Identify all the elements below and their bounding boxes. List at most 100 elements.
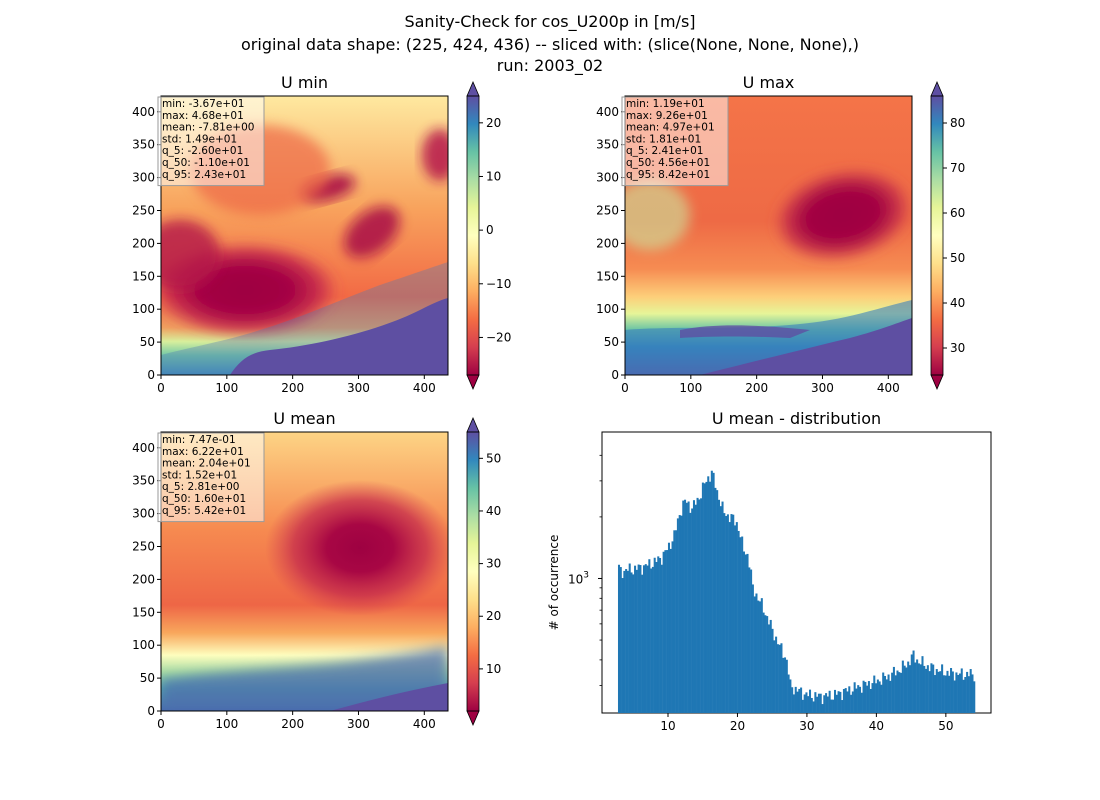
hist-bar [789,679,792,713]
hist-bar [623,570,626,713]
umean-ytick-label: 350 [132,474,155,488]
hist-bar [969,669,972,713]
hist-bar [741,536,744,713]
umean-xtick-label: 400 [413,717,436,731]
hist-bar [632,574,635,713]
umean-ytick-label: 250 [132,539,155,553]
hist-bar [746,553,749,713]
hist-bar [850,694,853,713]
hist-bar [819,693,822,713]
hist-bar [966,671,969,713]
hist-bar [684,499,687,713]
umin-colorbar [467,96,479,375]
hist-bar [858,686,862,713]
hist-bar [642,565,646,713]
hist-bar [626,570,629,713]
hist-bar [917,663,920,713]
hist-bar [630,572,633,713]
hist-bar [837,691,840,713]
hist-bar [900,672,903,713]
hist-bar [700,498,703,713]
hist-bar [692,500,695,713]
hist-bar [705,481,708,713]
hist-bar [973,681,976,713]
hist-bar [737,530,740,713]
hist-bar [876,679,879,713]
umean-stats-line: q_50: 1.60e+01 [162,493,246,505]
hist-bar [835,694,838,713]
hist-bar [828,690,831,713]
hist-bar [930,663,933,713]
hist-bar [885,679,888,713]
hist-bar [723,513,726,713]
hist-bar [812,701,815,713]
hist-bar [887,674,890,713]
umean-colorbar [467,432,479,711]
hist-bar [673,530,676,713]
hist-bar [962,679,965,713]
hist-bar [775,636,778,713]
umean-ytick-label: 50 [140,671,155,685]
hist-bar [944,675,947,713]
hist-bar [750,569,753,713]
umean-stats-line: std: 1.52e+01 [162,469,237,481]
hist-bar [951,671,954,713]
hist-bar [942,675,945,713]
hist-bar [816,696,819,713]
hist-bar [694,504,697,713]
umean-colorbar-tick-label: 50 [486,451,501,465]
umax-xtick-label: 100 [679,381,702,395]
hist-bar [709,481,712,713]
umax-ytick-label: 250 [596,203,619,217]
umean-ytick-label: 150 [132,605,155,619]
hist-bar [805,692,808,713]
umin-colorbar-frame [466,95,480,376]
umin-xtick-label: 300 [347,381,370,395]
hist-bars [617,470,976,713]
hist-bar [892,666,895,713]
umean-stats-line: q_95: 5.42e+01 [162,505,246,517]
hist-bar [844,688,847,713]
hist-bar [696,497,699,713]
umean-axes-frame [160,431,449,712]
umin-xtick-label: 100 [215,381,238,395]
umin-title: U min [281,73,328,92]
umax-colorbar-tick-label: 60 [950,206,965,220]
umax-stats-line: q_50: 4.56e+01 [626,157,710,169]
umin-ytick-label: 300 [132,171,155,185]
hist-bar [739,537,742,713]
umean-xtick-label: 0 [157,717,165,731]
hist-bar [725,516,728,713]
hist-bar [760,598,763,713]
umax-stats-line: mean: 4.97e+01 [626,122,715,134]
hist-bar [957,674,960,713]
hist-bar [716,490,719,713]
umax-stats-line: q_5: 2.41e+01 [626,145,703,157]
umax-ytick-label: 50 [604,335,619,349]
hist-bar [898,672,901,713]
hist-bar [753,596,756,713]
umax-colorbar-tick-label: 70 [950,161,965,175]
umin-stats-line: min: -3.67e+01 [162,98,244,110]
umean-ytick-label: 300 [132,507,155,521]
hist-bar [953,680,956,713]
hist-bar [923,665,926,713]
umean-xtick-label: 300 [347,717,370,731]
umax-axes-frame [624,95,913,376]
hist-bar [810,697,813,713]
hist-bar [784,657,787,713]
hist-bar [814,692,817,713]
hist-xtick-label: 10 [660,719,675,733]
umax-stats-box [621,96,729,187]
umin-stats-line: q_95: 2.43e+01 [162,169,246,181]
umax-colorbar-tick-label: 30 [950,341,965,355]
umax-colorbar-extend-max [930,80,944,97]
hist-bar [950,668,953,713]
umax-ytick-label: 0 [611,368,619,382]
umin-ytick-label: 400 [132,105,155,119]
hist-bar [666,550,669,713]
hist-bar [625,569,628,713]
hist-bar [730,514,733,713]
umin-stats-line: max: 4.68e+01 [162,110,244,122]
